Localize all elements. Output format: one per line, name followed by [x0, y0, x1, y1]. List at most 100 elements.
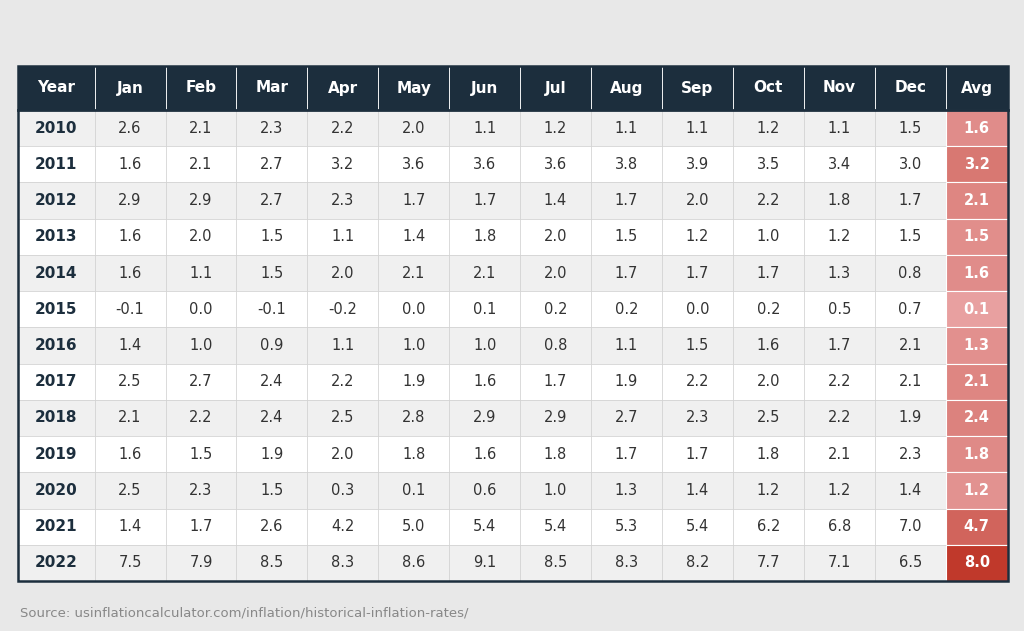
Text: 1.1: 1.1 — [614, 121, 638, 136]
Text: 2.2: 2.2 — [827, 410, 851, 425]
Bar — [94, 327, 166, 363]
Text: 2.2: 2.2 — [827, 374, 851, 389]
Text: 5.4: 5.4 — [473, 519, 497, 534]
Bar — [237, 327, 307, 363]
Text: 1.4: 1.4 — [119, 338, 141, 353]
Bar — [378, 66, 450, 110]
Text: 3.8: 3.8 — [614, 157, 638, 172]
Bar — [520, 363, 591, 400]
Text: 1.5: 1.5 — [964, 229, 990, 244]
Bar — [450, 400, 520, 436]
Bar — [874, 182, 945, 219]
Text: 2.0: 2.0 — [757, 374, 780, 389]
Text: 2.1: 2.1 — [402, 266, 425, 281]
Bar — [237, 436, 307, 473]
Text: 2.5: 2.5 — [119, 483, 141, 498]
Text: 1.8: 1.8 — [402, 447, 425, 462]
Bar — [591, 219, 662, 255]
Bar — [166, 509, 237, 545]
Bar — [520, 545, 591, 581]
Bar — [237, 182, 307, 219]
Text: 2.1: 2.1 — [827, 447, 851, 462]
Text: 2.1: 2.1 — [189, 157, 213, 172]
Text: 0.2: 0.2 — [757, 302, 780, 317]
Text: 1.6: 1.6 — [473, 447, 497, 462]
Bar — [18, 545, 94, 581]
Text: 2.0: 2.0 — [331, 266, 354, 281]
Bar — [874, 473, 945, 509]
Text: 0.7: 0.7 — [898, 302, 922, 317]
Text: 2.0: 2.0 — [189, 229, 213, 244]
Bar — [662, 545, 733, 581]
Bar — [945, 436, 1008, 473]
Text: 6.5: 6.5 — [898, 555, 922, 570]
Bar — [874, 363, 945, 400]
Text: 2.6: 2.6 — [260, 519, 284, 534]
Bar — [378, 146, 450, 182]
Bar — [450, 255, 520, 291]
Bar — [591, 327, 662, 363]
Text: 3.6: 3.6 — [402, 157, 425, 172]
Text: 1.2: 1.2 — [827, 229, 851, 244]
Bar — [874, 327, 945, 363]
Text: 2020: 2020 — [35, 483, 78, 498]
Text: 2.9: 2.9 — [473, 410, 497, 425]
Bar — [94, 255, 166, 291]
Text: 1.1: 1.1 — [331, 229, 354, 244]
Bar — [804, 327, 874, 363]
Text: 3.2: 3.2 — [964, 157, 990, 172]
Text: 5.0: 5.0 — [402, 519, 425, 534]
Bar — [166, 363, 237, 400]
Text: 5.3: 5.3 — [614, 519, 638, 534]
Bar — [874, 436, 945, 473]
Text: 2.1: 2.1 — [898, 338, 922, 353]
Bar — [804, 436, 874, 473]
Bar — [662, 66, 733, 110]
Text: 1.6: 1.6 — [473, 374, 497, 389]
Bar — [378, 473, 450, 509]
Text: 1.5: 1.5 — [686, 338, 709, 353]
Bar — [804, 400, 874, 436]
Bar — [378, 327, 450, 363]
Text: 1.0: 1.0 — [757, 229, 780, 244]
Text: 1.5: 1.5 — [614, 229, 638, 244]
Text: 2022: 2022 — [35, 555, 78, 570]
Bar — [166, 436, 237, 473]
Bar — [591, 473, 662, 509]
Bar — [662, 219, 733, 255]
Text: 2.4: 2.4 — [964, 410, 990, 425]
Bar — [804, 291, 874, 327]
Text: 1.8: 1.8 — [544, 447, 567, 462]
Bar — [733, 400, 804, 436]
Text: 2016: 2016 — [35, 338, 78, 353]
Text: 1.4: 1.4 — [119, 519, 141, 534]
Bar — [450, 146, 520, 182]
Bar — [94, 146, 166, 182]
Bar — [307, 182, 378, 219]
Text: -0.2: -0.2 — [329, 302, 357, 317]
Bar — [733, 255, 804, 291]
Bar — [307, 509, 378, 545]
Bar — [378, 219, 450, 255]
Text: 0.6: 0.6 — [473, 483, 497, 498]
Bar — [874, 291, 945, 327]
Text: 1.9: 1.9 — [260, 447, 284, 462]
Text: Aug: Aug — [609, 81, 643, 95]
Text: 1.2: 1.2 — [686, 229, 709, 244]
Bar — [520, 400, 591, 436]
Text: 1.4: 1.4 — [544, 193, 567, 208]
Text: 2.2: 2.2 — [331, 121, 354, 136]
Text: 2.2: 2.2 — [189, 410, 213, 425]
Text: 0.0: 0.0 — [189, 302, 213, 317]
Text: 1.2: 1.2 — [964, 483, 990, 498]
Bar — [874, 509, 945, 545]
Text: 4.2: 4.2 — [331, 519, 354, 534]
Bar — [662, 473, 733, 509]
Bar — [945, 327, 1008, 363]
Text: 1.7: 1.7 — [614, 193, 638, 208]
Text: 1.9: 1.9 — [898, 410, 922, 425]
Bar — [591, 400, 662, 436]
Text: 2011: 2011 — [35, 157, 78, 172]
Text: 2.0: 2.0 — [402, 121, 425, 136]
Bar — [94, 509, 166, 545]
